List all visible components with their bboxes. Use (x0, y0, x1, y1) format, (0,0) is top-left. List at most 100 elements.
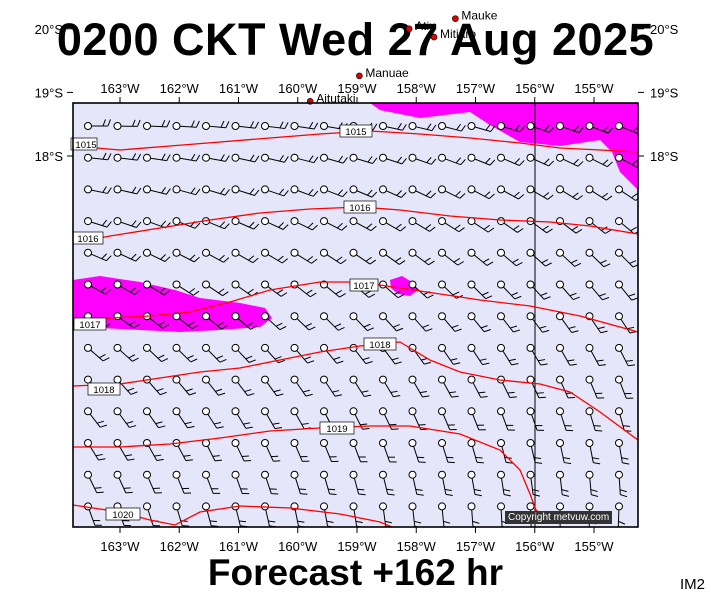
wind-barb (202, 185, 230, 196)
wind-barb (645, 313, 666, 334)
wind-barb (645, 408, 660, 432)
wind-barb (231, 439, 252, 462)
isobar-label-1017: 1017 (349, 278, 379, 292)
island-name: Manuae (365, 66, 409, 80)
wind-barb (408, 185, 436, 199)
wind-barb (556, 407, 574, 432)
wind-barb (379, 502, 392, 527)
lon-tick-label-bottom: 163°W (100, 539, 140, 554)
isobar-label-1016: 1016 (343, 200, 377, 214)
isobar-label-1018-west-text: 1018 (93, 385, 114, 396)
wind-barb (438, 217, 465, 233)
wind-barb (231, 407, 253, 429)
wind-barb (113, 119, 141, 130)
isobar-label-1016-west: 1016 (72, 231, 104, 245)
wind-barb (497, 153, 525, 166)
lon-tick-label-bottom: 162°W (160, 539, 200, 554)
island-dot (430, 33, 438, 41)
wind-barb (349, 375, 372, 397)
wind-barb (320, 185, 348, 198)
wind-barb (320, 248, 347, 265)
wind-barb (320, 153, 348, 164)
wind-barb (349, 439, 368, 463)
wind-barb (349, 217, 377, 232)
island-name: Atiu (415, 19, 436, 33)
wind-barb (84, 217, 112, 228)
wind-barb (113, 343, 139, 362)
wind-barb (526, 312, 550, 333)
wind-barb (556, 312, 579, 333)
lon-tick-label-bottom: 158°W (397, 539, 437, 554)
wind-barb (438, 375, 459, 398)
wind-barb (526, 470, 541, 497)
isobar-1019 (73, 425, 551, 521)
wind-barb (290, 153, 319, 164)
wind-barb (349, 153, 378, 164)
wind-barb (438, 407, 457, 431)
wind-barb (143, 343, 169, 363)
rain-area-atiu (390, 276, 418, 296)
wind-barb (261, 439, 281, 462)
image-code-label: IM2 (679, 576, 705, 593)
wind-barb (320, 343, 344, 364)
wind-barb (408, 153, 437, 165)
wind-barb (467, 185, 495, 200)
lon-tick-label-top: 161°W (219, 81, 259, 96)
wind-barb (438, 248, 464, 266)
wind-barb (349, 185, 378, 198)
wind-barb (526, 153, 555, 167)
wind-barb (556, 122, 584, 134)
wind-barb (379, 312, 404, 332)
island-name: Aitutaki (316, 91, 355, 105)
wind-barb (261, 312, 287, 331)
wind-barb (467, 248, 494, 266)
isobar-label-1019-text: 1019 (326, 424, 347, 435)
island-name: Mitiaro (440, 27, 476, 41)
lat-tick-label-left: 19°S (35, 85, 64, 100)
wind-barb (113, 153, 142, 162)
wind-barb (143, 217, 171, 229)
wind-barb (615, 153, 638, 168)
wind-barb (467, 375, 488, 398)
wind-barb (526, 407, 545, 431)
wind-barb (408, 122, 437, 132)
wind-barb (408, 439, 426, 463)
wind-barb (202, 280, 229, 297)
wind-barb (261, 185, 289, 197)
copyright-badge: Copyright metvuw.com (505, 511, 613, 524)
wind-barb (202, 343, 227, 363)
wind-barb (438, 439, 455, 464)
wind-barb (408, 248, 435, 266)
wind-barb (202, 470, 221, 494)
island-mitiaro: Mitiaro (430, 27, 476, 41)
wind-barb (438, 343, 461, 365)
wind-barb (585, 343, 606, 366)
wind-barb (585, 470, 599, 498)
wind-barb (231, 470, 250, 495)
wind-barb (615, 375, 634, 399)
wind-barb (467, 280, 493, 300)
isobar-label-1018-text: 1018 (369, 340, 390, 351)
wind-barb (172, 502, 190, 527)
wind-barb (84, 407, 108, 428)
island-dot (356, 72, 363, 80)
lon-tick-label-bottom: 157°W (456, 539, 496, 554)
wind-barb (84, 185, 112, 194)
wind-barb (615, 343, 636, 367)
wind-barb (467, 470, 482, 497)
wind-barb (172, 407, 195, 429)
wind-barb (379, 153, 407, 165)
wind-barb (231, 153, 260, 163)
lon-tick-label-bottom: 161°W (219, 539, 259, 554)
island-dot (452, 15, 459, 22)
wind-barb (438, 312, 462, 332)
wind-barb (467, 153, 496, 166)
wind-barb (645, 186, 671, 201)
wind-barb (615, 470, 628, 498)
wind-barb (84, 248, 112, 262)
wind-barb (615, 217, 638, 235)
isobar-label-1020-text: 1020 (112, 510, 133, 521)
wind-barb (320, 470, 337, 495)
wind-barb (645, 218, 670, 235)
